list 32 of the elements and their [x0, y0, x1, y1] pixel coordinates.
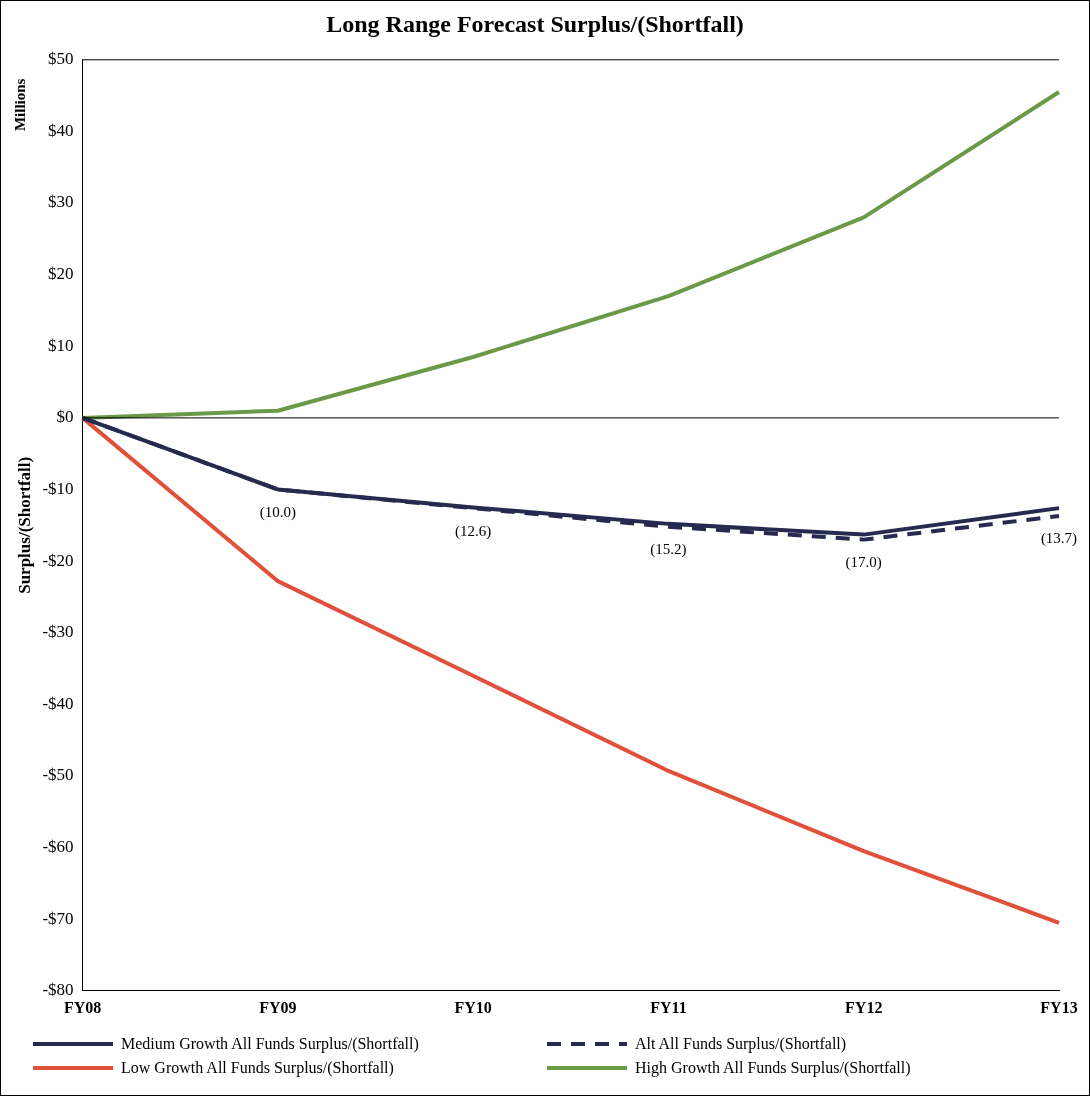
- data-label: (13.7): [1040, 530, 1078, 548]
- y-tick-label: -$80: [42, 980, 74, 1000]
- legend-label: Alt All Funds Surplus/(Shortfall): [635, 1035, 847, 1053]
- y-axis-title: Surplus/(Shortfall): [14, 456, 34, 594]
- chart-title: Long Range Forecast Surplus/(Shortfall): [326, 10, 744, 37]
- x-tick-label: FY13: [1040, 998, 1078, 1016]
- y-tick-label: -$50: [42, 765, 74, 785]
- y-tick-label: -$60: [42, 837, 74, 857]
- y-tick-label: -$40: [42, 693, 74, 713]
- y-tick-label: $40: [48, 120, 74, 140]
- x-tick-label: FY08: [63, 998, 102, 1016]
- y-tick-label: $50: [48, 49, 74, 69]
- y-tick-label: $0: [56, 407, 74, 427]
- data-label: (10.0): [259, 503, 296, 521]
- data-label: (17.0): [845, 554, 882, 572]
- x-tick-label: FY12: [845, 998, 883, 1016]
- y-tick-label: $30: [48, 192, 74, 212]
- data-label: (15.2): [650, 541, 687, 559]
- x-tick-label: FY11: [650, 998, 687, 1016]
- text: Millions: [11, 78, 28, 132]
- y-tick-label: -$70: [42, 908, 74, 928]
- y-tick-label: $10: [48, 335, 74, 355]
- legend-label: Low Growth All Funds Surplus/(Shortfall): [121, 1059, 394, 1077]
- y-tick-label: -$30: [42, 622, 74, 642]
- data-label: (12.6): [455, 522, 492, 540]
- legend-label: Medium Growth All Funds Surplus/(Shortfall): [121, 1035, 419, 1053]
- y-tick-label: -$10: [42, 478, 74, 498]
- y-tick-label: -$20: [42, 550, 74, 570]
- x-tick-label: FY10: [454, 998, 492, 1016]
- y-tick-label: $20: [48, 264, 74, 284]
- x-tick-label: FY09: [259, 998, 297, 1016]
- legend-label: High Growth All Funds Surplus/(Shortfall): [635, 1059, 911, 1077]
